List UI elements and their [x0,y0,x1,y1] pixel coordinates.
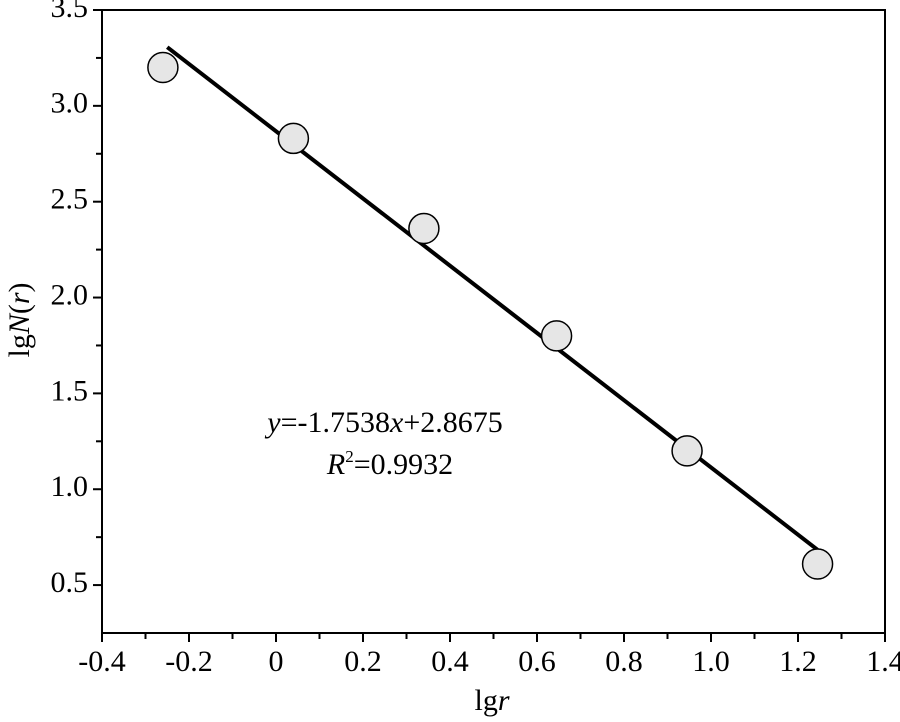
equation-part: +2.8675 [403,406,502,439]
x-tick-label: 0 [269,645,284,678]
x-tick-label: 0.2 [344,645,382,678]
x-tick-label: 1.4 [866,645,900,678]
y-tick-label: 2.0 [51,278,89,311]
y-tick-label: 1.0 [51,470,89,503]
x-tick-label: -0.4 [78,645,126,678]
x-tick-label: 0.4 [431,645,469,678]
y-tick-label: 3.5 [51,0,89,24]
data-point [408,212,440,245]
r-squared: R2=0.9932 [326,447,453,481]
x-tick-label: 1.0 [692,645,730,678]
data-point [671,435,703,467]
x-label-part: r [498,684,510,717]
x-tick-label: 1.2 [779,645,817,678]
x-label-part: lg [474,684,497,717]
r2-part: R [326,448,345,481]
data-point [801,548,834,580]
data-point [147,51,179,84]
equation: y=-1.7538x+2.8675 [264,406,503,439]
r2-part: 2 [345,447,354,466]
y-label-part: r [3,292,36,304]
x-tick-label: 0.6 [518,645,556,678]
y-tick-label: 1.5 [51,374,89,407]
y-axis-label: lgN(r) [3,282,36,357]
y-label-part: lg [3,334,36,357]
equation-part: x [389,406,404,439]
x-axis-label: lgr [474,684,509,717]
x-tick-label: -0.2 [165,645,213,678]
r2-part: =0.9932 [354,448,453,481]
y-label-part: ) [3,282,36,292]
fit-line [166,45,819,552]
equation-part: y [264,406,281,439]
x-tick-label: 0.8 [605,645,643,678]
y-tick-label: 0.5 [51,566,89,599]
data-point [277,122,310,155]
y-tick-label: 3.0 [51,87,89,120]
y-tick-label: 2.5 [51,183,89,216]
y-label-part: N [3,312,36,335]
y-label-part: ( [3,304,36,314]
equation-part: =-1.7538 [281,406,390,439]
data-point [540,320,573,352]
plot-frame [101,9,886,634]
